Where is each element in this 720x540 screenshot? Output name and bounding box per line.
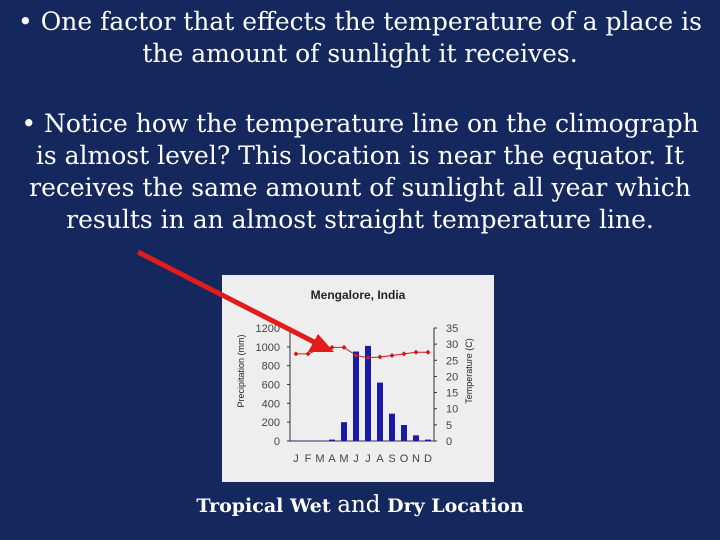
y-axis-label: Precipitation (mm) — [236, 334, 246, 407]
bullet-climograph: • Notice how the temperature line on the… — [21, 109, 699, 234]
x-tick-label: J — [293, 453, 299, 465]
caption: Tropical Wet and Dry Location — [0, 492, 720, 518]
y-tick-label: 800 — [262, 361, 280, 373]
y-tick-label: 600 — [262, 380, 280, 392]
x-tick-label: A — [376, 453, 384, 465]
climograph: Mengalore, India Precipitation (mm) Temp… — [222, 275, 494, 482]
precipitation-bar — [401, 424, 407, 441]
x-tick-label: M — [339, 453, 348, 465]
y2-axis-label: Temperature (C) — [464, 338, 474, 404]
x-tick-label: D — [424, 453, 432, 465]
y2-tick-label: 10 — [446, 404, 458, 416]
y2-tick-label: 35 — [446, 323, 458, 335]
x-tick-label: S — [388, 453, 395, 465]
y2-tick-label: 15 — [446, 388, 458, 400]
precipitation-bar — [305, 440, 311, 442]
precipitation-bar — [341, 422, 347, 441]
precipitation-bar — [413, 435, 419, 441]
caption-and: and — [337, 492, 381, 518]
y2-tick-label: 0 — [446, 436, 452, 448]
y2-tick-label: 20 — [446, 371, 458, 383]
y-tick-label: 1200 — [256, 323, 280, 335]
temperature-point — [377, 354, 383, 360]
temperature-point — [293, 351, 299, 357]
temperature-point — [365, 355, 371, 361]
temperature-point — [341, 344, 347, 350]
precipitation-bar — [353, 351, 359, 441]
temperature-point — [401, 351, 407, 357]
y-tick-label: 400 — [262, 398, 280, 410]
y2-tick-label: 25 — [446, 355, 458, 367]
y2-tick-label: 5 — [446, 420, 452, 432]
precipitation-bar — [293, 440, 299, 442]
y-tick-label: 1000 — [256, 342, 280, 354]
precipitation-bar — [317, 440, 323, 442]
x-tick-label: M — [315, 453, 324, 465]
x-tick-label: J — [353, 453, 359, 465]
x-tick-label: N — [412, 453, 420, 465]
temperature-point — [413, 349, 419, 355]
x-tick-label: O — [400, 453, 409, 465]
temperature-point — [389, 352, 395, 358]
y2-tick-label: 30 — [446, 339, 458, 351]
arrow-head — [308, 334, 334, 352]
temperature-point — [305, 351, 311, 357]
precipitation-bar — [389, 413, 395, 441]
precipitation-bar — [329, 439, 335, 441]
x-tick-label: A — [328, 453, 336, 465]
precipitation-bar — [377, 382, 383, 441]
caption-part1: Tropical Wet — [196, 495, 338, 517]
climograph-svg: Mengalore, India Precipitation (mm) Temp… — [236, 288, 474, 465]
chart-title: Mengalore, India — [311, 288, 406, 302]
y-tick-label: 200 — [262, 417, 280, 429]
x-tick-label: F — [305, 453, 312, 465]
temperature-point — [353, 352, 359, 358]
precipitation-bar — [365, 345, 371, 441]
arrow-shaft — [136, 249, 320, 347]
x-tick-label: J — [365, 453, 371, 465]
y-tick-label: 0 — [274, 436, 280, 448]
caption-part3: Dry Location — [380, 495, 524, 517]
precipitation-bar — [425, 439, 431, 441]
bullet-sunlight: • One factor that effects the temperatur… — [18, 7, 702, 68]
temperature-point — [425, 349, 431, 355]
